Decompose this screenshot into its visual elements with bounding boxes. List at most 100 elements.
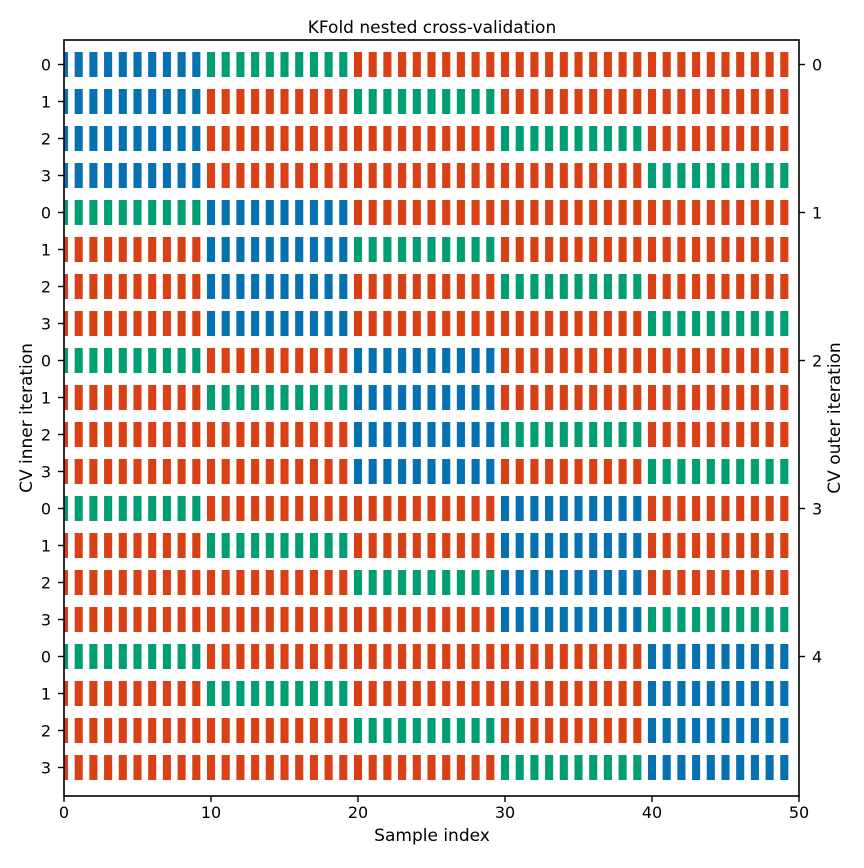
cell-validation	[633, 126, 642, 151]
x-tick-label: 10	[201, 803, 221, 822]
cell-test	[104, 126, 113, 151]
cell-validation	[559, 126, 568, 151]
cell-train	[265, 459, 274, 484]
cell-train	[647, 422, 657, 447]
cell-train	[559, 681, 568, 706]
cell-train	[265, 718, 274, 743]
cell-validation	[589, 755, 598, 780]
cell-train	[148, 274, 157, 299]
cell-train	[295, 89, 304, 114]
cell-test	[324, 237, 333, 262]
cell-validation	[251, 533, 260, 558]
cell-train	[104, 681, 113, 706]
cell-train	[486, 681, 495, 706]
cell-validation	[368, 718, 377, 743]
cell-train	[251, 422, 260, 447]
plot-frame	[63, 39, 800, 797]
cell-test	[442, 422, 451, 447]
cell-train	[192, 237, 201, 262]
cell-train	[633, 348, 642, 373]
cell-test	[383, 459, 392, 484]
cell-train	[750, 422, 759, 447]
cell-validation	[148, 644, 157, 669]
cell-validation	[221, 533, 230, 558]
cell-train	[427, 755, 436, 780]
cell-train	[618, 89, 627, 114]
cell-validation	[383, 570, 392, 595]
cell-train	[647, 89, 657, 114]
cell-train	[750, 348, 759, 373]
cell-validation	[647, 163, 657, 188]
cell-train	[412, 644, 421, 669]
cell-train	[545, 52, 554, 77]
cell-train	[133, 459, 142, 484]
cell-train	[74, 274, 83, 299]
cell-validation	[398, 89, 407, 114]
cell-validation	[368, 570, 377, 595]
cell-train	[133, 274, 142, 299]
cell-test	[662, 755, 671, 780]
cell-train	[324, 496, 333, 521]
cell-test	[383, 348, 392, 373]
cell-train	[633, 89, 642, 114]
cell-train	[486, 200, 495, 225]
cell-train	[412, 496, 421, 521]
cell-train	[221, 570, 230, 595]
cell-train	[118, 274, 127, 299]
cell-test	[721, 755, 730, 780]
y-axis-label-right: CV outer iteration	[825, 342, 845, 493]
cell-train	[64, 681, 69, 706]
cell-train	[339, 126, 348, 151]
cell-train	[74, 570, 83, 595]
cell-train	[251, 89, 260, 114]
cell-train	[736, 237, 745, 262]
cell-train	[603, 385, 612, 410]
cell-validation	[545, 126, 554, 151]
cell-test	[633, 533, 642, 558]
cell-train	[456, 681, 465, 706]
cell-test	[750, 755, 759, 780]
cell-train	[104, 274, 113, 299]
cell-test	[148, 52, 157, 77]
cell-train	[677, 274, 686, 299]
cell-train	[559, 459, 568, 484]
cell-train	[412, 163, 421, 188]
cell-train	[692, 385, 701, 410]
cell-train	[574, 459, 583, 484]
cell-train	[89, 718, 98, 743]
cell-train	[442, 311, 451, 336]
cell-validation	[368, 237, 377, 262]
cell-validation	[265, 681, 274, 706]
cell-train	[251, 496, 260, 521]
cell-test	[545, 570, 554, 595]
cell-test	[251, 274, 260, 299]
cell-train	[265, 496, 274, 521]
cell-train	[148, 607, 157, 632]
x-tick-label: 20	[348, 803, 368, 822]
cell-train	[221, 755, 230, 780]
cell-validation	[148, 496, 157, 521]
cell-train	[236, 163, 245, 188]
inner-tick-label: 3	[41, 463, 51, 482]
cell-train	[177, 533, 186, 558]
cell-train	[500, 52, 510, 77]
cell-test	[721, 681, 730, 706]
cell-validation	[692, 311, 701, 336]
cell-train	[309, 496, 318, 521]
cell-train	[412, 126, 421, 151]
cell-validation	[750, 311, 759, 336]
cell-train	[559, 237, 568, 262]
cell-train	[692, 533, 701, 558]
cell-train	[383, 200, 392, 225]
cell-validation	[603, 755, 612, 780]
cell-train	[750, 496, 759, 521]
cell-train	[471, 681, 480, 706]
cell-train	[750, 570, 759, 595]
cell-train	[456, 163, 465, 188]
cell-train	[162, 681, 171, 706]
cell-train	[74, 237, 83, 262]
cell-train	[750, 385, 759, 410]
cell-test	[500, 496, 510, 521]
cell-train	[74, 755, 83, 780]
cell-test	[64, 52, 69, 77]
